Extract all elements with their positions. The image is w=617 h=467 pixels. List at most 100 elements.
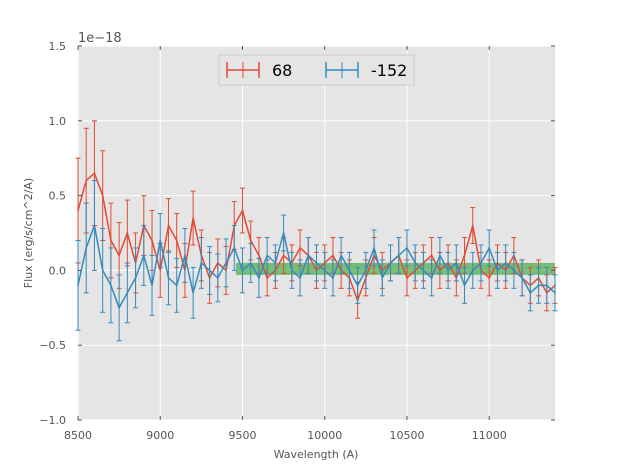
legend-label-68: 68 <box>272 61 292 80</box>
data-point <box>299 277 301 279</box>
data-point <box>422 269 425 272</box>
data-point <box>233 247 236 249</box>
data-point <box>225 262 227 264</box>
data-point <box>167 277 170 279</box>
data-point <box>110 239 112 242</box>
data-point <box>463 284 466 287</box>
data-point <box>537 284 540 287</box>
plot-area <box>78 46 555 420</box>
data-point <box>365 269 367 272</box>
data-point <box>93 172 96 174</box>
data-point <box>249 262 252 264</box>
y-tick-label: −0.5 <box>39 339 66 352</box>
x-tick-label: 10000 <box>307 429 342 442</box>
data-point <box>110 284 112 287</box>
data-point <box>455 262 458 264</box>
data-point <box>332 277 334 279</box>
data-point <box>101 269 104 272</box>
data-point <box>118 307 120 309</box>
data-point <box>77 284 79 287</box>
data-point <box>175 239 178 242</box>
data-point <box>118 254 120 257</box>
data-point <box>439 254 441 257</box>
legend-entry-68: 68 <box>226 61 292 80</box>
data-point <box>167 224 170 227</box>
data-point <box>430 254 433 257</box>
series-1 <box>75 180 558 342</box>
series-group <box>75 120 558 342</box>
legend-swatch-68 <box>226 62 260 78</box>
data-point <box>340 254 342 257</box>
data-point <box>496 269 499 272</box>
data-point <box>447 269 449 272</box>
data-point <box>126 232 129 234</box>
data-point <box>356 284 359 287</box>
data-point <box>488 277 491 279</box>
data-point <box>101 194 104 197</box>
data-point <box>521 277 523 279</box>
data-point <box>241 269 244 272</box>
data-point <box>249 239 252 242</box>
axis-ticks: 8500 9000 9500 10000 10500 11000 −1.0 −0.5 0.0 0.… <box>39 40 555 442</box>
wavelength-band <box>235 262 555 275</box>
data-point <box>266 277 268 279</box>
x-axis-label: Wavelength (A) <box>274 448 359 461</box>
data-point <box>266 254 268 257</box>
data-point <box>258 277 260 279</box>
data-point <box>151 284 153 287</box>
data-point <box>159 269 162 272</box>
data-point <box>299 247 301 249</box>
data-point <box>241 209 244 212</box>
y-axis-label: Flux (erg/s/cm^2/A) <box>22 178 35 288</box>
y-tick-label: 0.5 <box>49 190 67 203</box>
data-point <box>406 247 408 249</box>
data-point <box>85 179 88 182</box>
x-tick-label: 9500 <box>228 429 256 442</box>
data-point <box>77 209 79 212</box>
data-point <box>488 247 491 249</box>
data-point <box>406 277 408 279</box>
data-point <box>307 254 310 257</box>
data-point <box>175 284 178 287</box>
data-point <box>545 284 548 287</box>
y-tick-label: −1.0 <box>39 414 66 427</box>
data-point <box>315 262 318 264</box>
data-point <box>397 254 400 257</box>
data-point <box>471 269 474 272</box>
legend-label-152: -152 <box>371 61 407 80</box>
data-point <box>381 277 384 279</box>
data-point <box>282 232 285 234</box>
data-point <box>332 254 334 257</box>
data-point <box>529 292 532 294</box>
data-point <box>192 217 194 219</box>
legend: 68 -152 <box>218 54 415 86</box>
data-point <box>414 262 416 264</box>
data-point <box>373 247 375 249</box>
data-point <box>480 262 482 264</box>
legend-swatch-152 <box>325 62 359 78</box>
y-tick-label: 1.5 <box>49 40 67 53</box>
data-point <box>258 254 260 257</box>
data-point <box>126 292 129 294</box>
data-point <box>217 277 219 279</box>
data-point <box>274 262 277 264</box>
data-point <box>389 262 392 264</box>
data-point <box>142 254 145 257</box>
data-point <box>348 269 351 272</box>
data-point <box>184 254 186 257</box>
data-point <box>430 277 433 279</box>
data-point <box>159 239 162 242</box>
data-point <box>554 292 556 294</box>
data-point <box>192 292 194 294</box>
band-rect <box>235 262 555 275</box>
data-point <box>463 254 466 257</box>
data-point <box>471 224 474 227</box>
data-point <box>282 254 285 257</box>
data-point <box>85 247 88 249</box>
x-tick-label: 8500 <box>64 429 92 442</box>
data-point <box>93 224 96 227</box>
data-point <box>151 239 153 242</box>
x-tick-label: 9000 <box>146 429 174 442</box>
data-point <box>291 269 293 272</box>
